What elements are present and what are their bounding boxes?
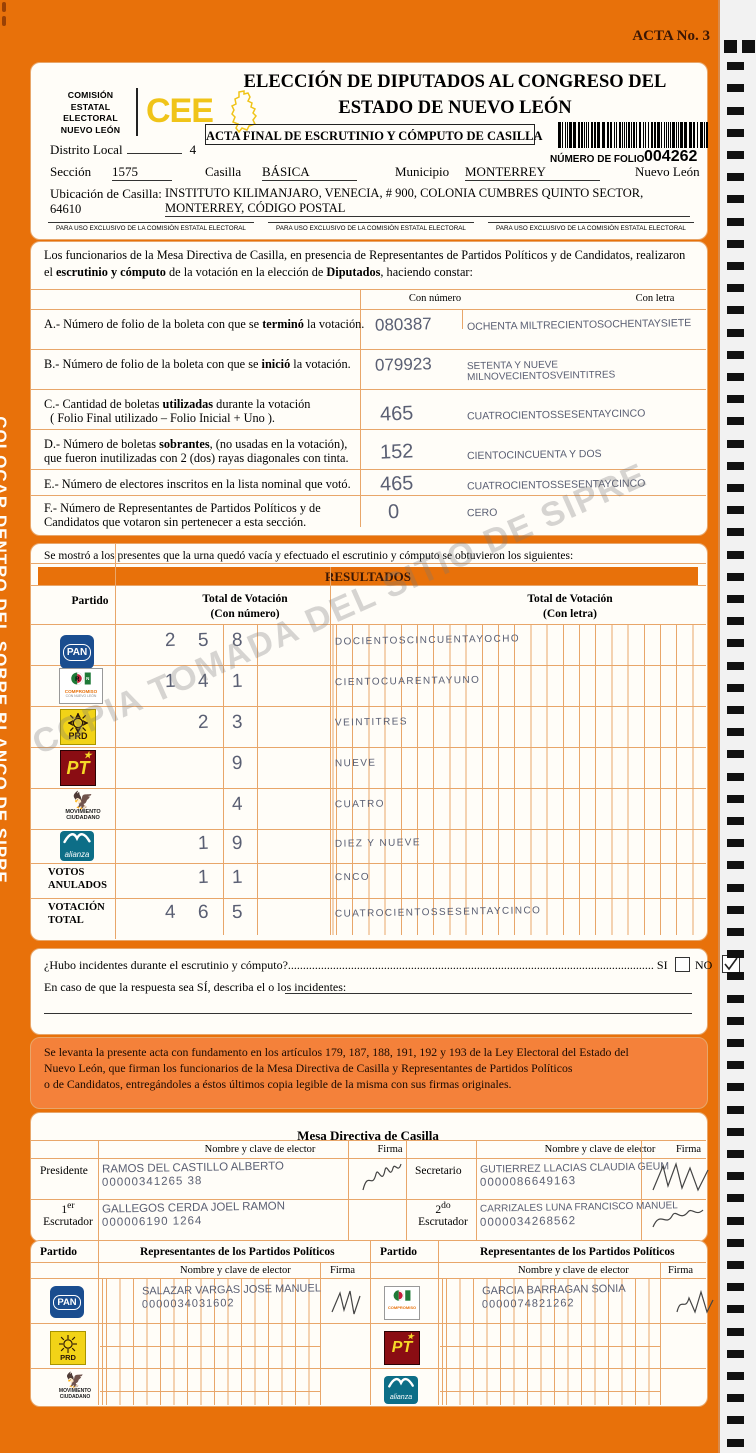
svg-text:R: R bbox=[75, 677, 80, 683]
svg-text:N: N bbox=[86, 676, 89, 681]
